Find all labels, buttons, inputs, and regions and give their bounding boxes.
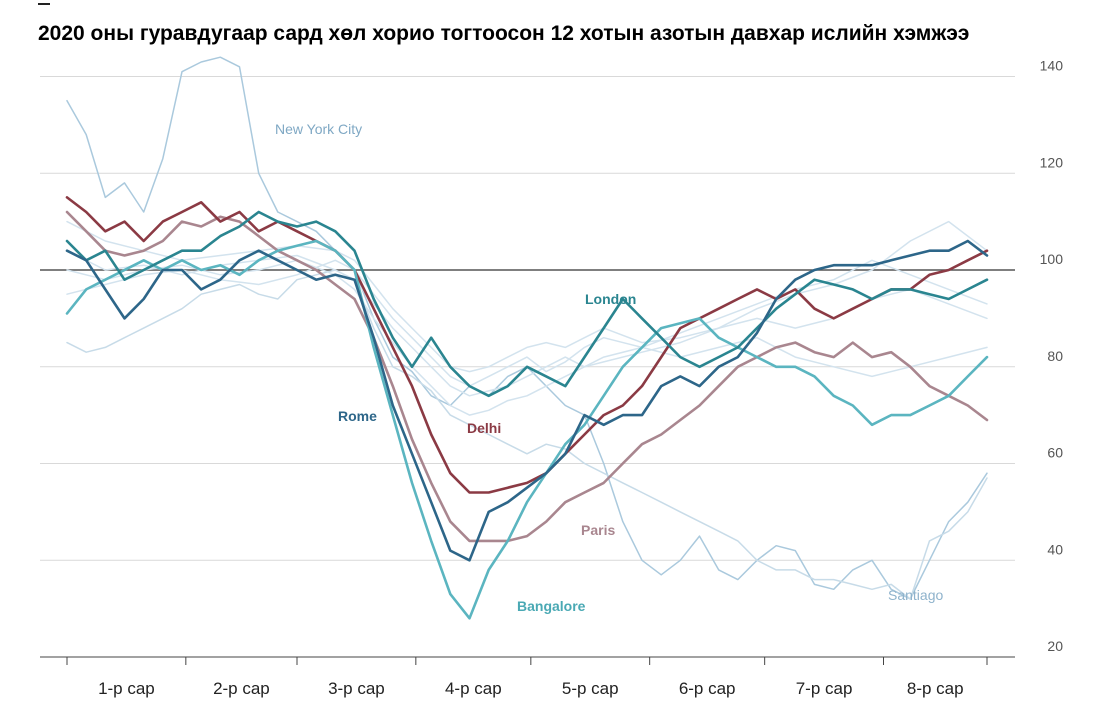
series-line-background-city-c bbox=[66, 259, 988, 416]
series-line-rome bbox=[65, 239, 989, 562]
y-tick-label: 100 bbox=[1040, 251, 1064, 267]
series-line-background-city-d bbox=[66, 259, 988, 387]
chart-title: 2020 оны гуравдугаар сард хөл хорио тогт… bbox=[38, 22, 970, 45]
x-tick-label: 3-р сар bbox=[328, 679, 385, 698]
x-tick-label: 4-р сар bbox=[445, 679, 502, 698]
label-paris: Paris bbox=[581, 522, 615, 538]
y-tick-label: 20 bbox=[1047, 638, 1063, 654]
label-london: London bbox=[585, 291, 636, 307]
y-tick-label: 120 bbox=[1040, 154, 1064, 170]
y-tick-label: 40 bbox=[1047, 541, 1063, 557]
x-tick-label: 7-р сар bbox=[796, 679, 853, 698]
y-tick-label: 140 bbox=[1040, 58, 1064, 74]
x-tick-label: 2-р сар bbox=[213, 679, 270, 698]
series-line-bangalore bbox=[65, 239, 989, 620]
highlighted-series bbox=[65, 196, 989, 620]
y-tick-label: 60 bbox=[1047, 445, 1063, 461]
series-labels: New York City London Rome Delhi Paris Bangalo… bbox=[275, 121, 943, 614]
label-santiago: Santiago bbox=[888, 587, 943, 603]
x-tick-label: 1-р сар bbox=[98, 679, 155, 698]
series-line-background-city-b bbox=[66, 249, 988, 397]
x-tick-label: 5-р сар bbox=[562, 679, 619, 698]
x-axis: 1-р сар 2-р сар 3-р сар 4-р сар 5-р сар 6-р с… bbox=[66, 657, 988, 698]
series-line-london bbox=[65, 210, 989, 398]
series-line-santiago bbox=[66, 269, 988, 600]
series-line-delhi bbox=[65, 196, 989, 494]
label-delhi: Delhi bbox=[467, 420, 501, 436]
series-line-new-york-city bbox=[66, 56, 988, 600]
series-line-background-city-a bbox=[66, 220, 988, 373]
background-series bbox=[66, 56, 988, 600]
y-tick-label: 80 bbox=[1047, 348, 1063, 364]
label-bangalore: Bangalore bbox=[517, 598, 586, 614]
x-tick-label: 8-р сар bbox=[907, 679, 964, 698]
y-axis: 20 40 60 80 100 120 140 bbox=[1040, 58, 1064, 654]
x-tick-label: 6-р сар bbox=[679, 679, 736, 698]
series-line-paris bbox=[65, 210, 989, 543]
label-rome: Rome bbox=[338, 408, 377, 424]
label-new-york-city: New York City bbox=[275, 121, 362, 137]
header-rule bbox=[38, 3, 50, 5]
